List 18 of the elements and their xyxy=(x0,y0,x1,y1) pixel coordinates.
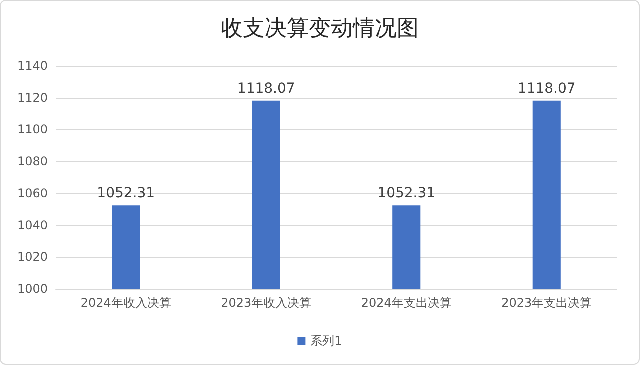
y-tick-label: 1100 xyxy=(17,122,48,137)
data-label: 1118.07 xyxy=(237,80,296,97)
y-tick-label: 1040 xyxy=(17,218,48,232)
y-tick-label: 1020 xyxy=(17,250,48,264)
legend-label: 系列1 xyxy=(310,334,342,348)
data-label: 1052.31 xyxy=(97,186,156,202)
x-tick-label: 2024年收入决算 xyxy=(80,296,172,310)
x-tick-label: 2023年支出决算 xyxy=(502,296,592,310)
chart-title: 收支决算变动情况图 xyxy=(221,16,419,42)
y-tick-label: 1060 xyxy=(17,186,48,200)
y-tick-label: 1080 xyxy=(17,154,48,169)
y-tick-label: 1000 xyxy=(17,282,48,296)
x-tick-label: 2023年收入决算 xyxy=(221,296,312,310)
y-tick-label: 1120 xyxy=(17,90,48,105)
x-tick-label: 2024年支出决算 xyxy=(361,296,452,310)
y-tick-label: 1140 xyxy=(17,59,48,73)
data-label: 1118.07 xyxy=(518,80,576,97)
data-label: 1052.31 xyxy=(378,186,436,202)
